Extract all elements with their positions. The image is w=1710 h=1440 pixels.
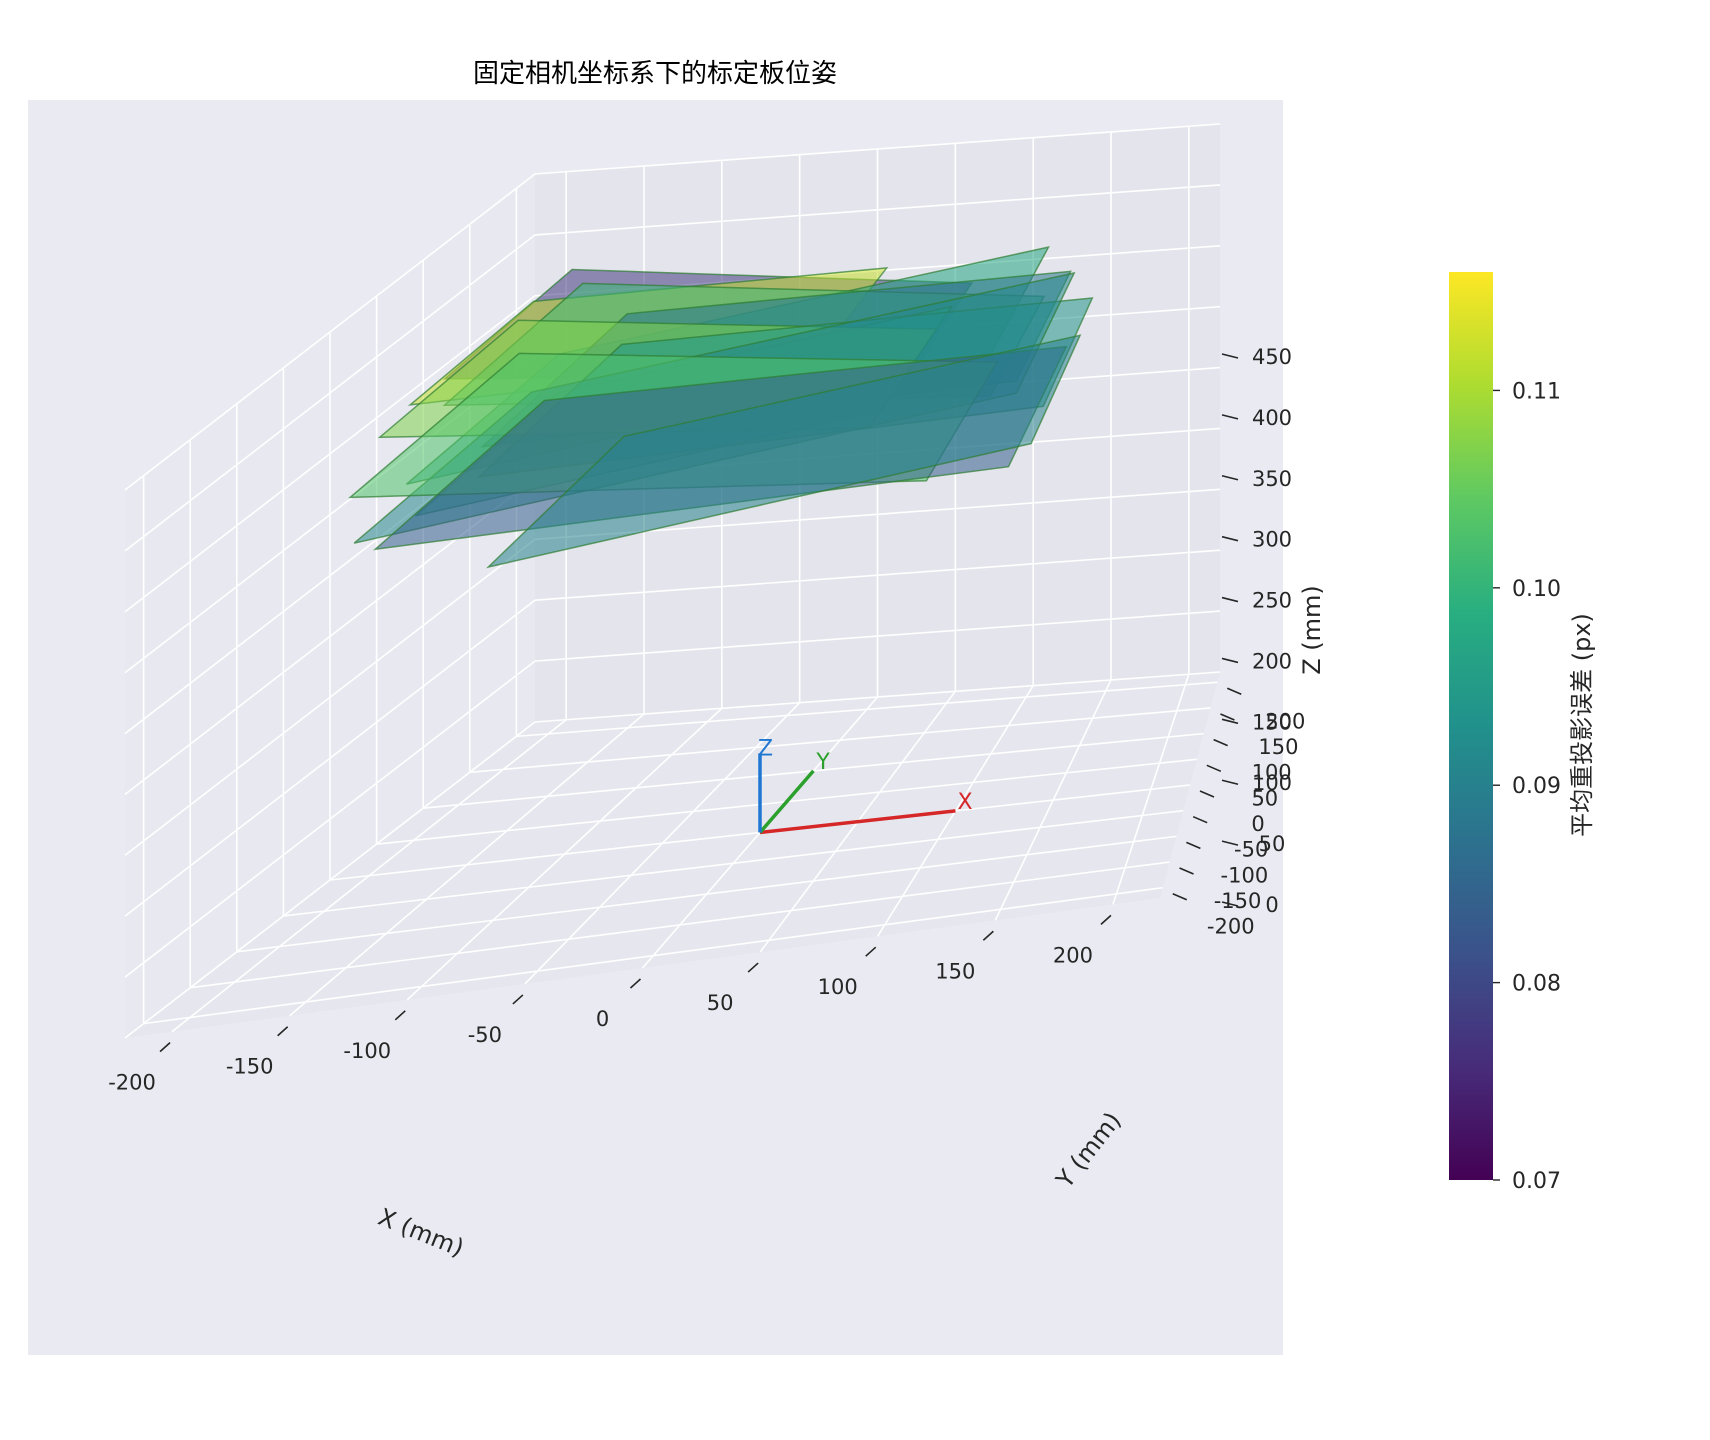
x-tick-mark [629, 978, 642, 989]
z-tick-mark [1221, 353, 1239, 359]
x-tick-mark [865, 946, 877, 957]
grid-line [516, 681, 1218, 738]
grid-line [124, 549, 1221, 917]
grid-line [124, 123, 1221, 491]
z-tick-label: 0 [1265, 893, 1278, 917]
x-tick-label: 50 [707, 991, 734, 1015]
z-tick-label: 100 [1252, 771, 1292, 795]
x-tick-label: 100 [818, 975, 858, 999]
grid-line [877, 685, 1034, 937]
camera-z-label: Z [758, 736, 773, 761]
colorbar-ticks: 0.07 0.08 0.09 0.10 0.11 [1493, 379, 1561, 1194]
camera-x-label: X [957, 790, 972, 815]
x-tick-label: -200 [108, 1071, 156, 1095]
x-tick-label: 0 [596, 1007, 609, 1031]
calibration-boards [347, 246, 1094, 569]
y-tick-label: 100 [1252, 761, 1292, 785]
z-tick-label: 150 [1252, 710, 1292, 734]
grid-line [124, 184, 1221, 552]
z-tick-label: 50 [1259, 832, 1286, 856]
camera-y-label: Y [815, 750, 830, 775]
y-tick-mark [1179, 867, 1194, 875]
x-tick-label: -50 [468, 1023, 502, 1047]
camera-y-axis [758, 769, 815, 834]
z-tick-label: 300 [1252, 528, 1292, 552]
colorbar-tick-label: 0.08 [1512, 972, 1561, 997]
camera-axes: X Y Z [758, 736, 973, 835]
z-tick-label: 400 [1252, 406, 1292, 430]
z-tick-label: 350 [1252, 467, 1292, 491]
grid-line [124, 610, 1221, 978]
z-tick-mark [1221, 718, 1239, 725]
y-tick-mark [1213, 738, 1228, 747]
x-tick-mark [982, 930, 994, 941]
y-tick-label: 200 [1265, 709, 1305, 733]
y-tick-label: 150 [1258, 735, 1298, 759]
z-tick-label: 250 [1252, 589, 1292, 613]
z-tick-mark [1221, 840, 1239, 846]
colorbar-tick-label: 0.11 [1512, 379, 1561, 404]
x-tick-mark [394, 1010, 406, 1021]
y-tick-label: -100 [1221, 863, 1269, 887]
colorbar [1449, 272, 1493, 1180]
x-tick-mark [277, 1026, 289, 1037]
axis-ticks: -200-150-100-50050100150200-200-150-100-… [108, 345, 1305, 1095]
z-tick-label: 200 [1252, 649, 1292, 673]
x-tick-label: 150 [935, 959, 975, 983]
y-tick-mark [1226, 687, 1242, 696]
z-axis-label: Z (mm) [1298, 585, 1326, 675]
x-tick-mark [512, 994, 524, 1005]
z-tick-mark [1221, 414, 1239, 420]
y-tick-label: -150 [1214, 889, 1262, 913]
z-tick-mark [1221, 596, 1239, 603]
grid-line [994, 679, 1112, 921]
y-tick-mark [1186, 841, 1201, 850]
grid-line [124, 671, 1221, 1039]
y-tick-mark [1192, 815, 1208, 824]
camera-x-axis [759, 809, 956, 835]
colorbar-tick-label: 0.10 [1512, 577, 1561, 602]
x-tick-mark [159, 1042, 171, 1053]
y-tick-label: 0 [1251, 812, 1264, 836]
y-tick-mark [1220, 713, 1235, 721]
y-tick-mark [1199, 790, 1215, 798]
grid-line [469, 707, 1211, 774]
z-tick-mark [1221, 535, 1239, 542]
colorbar-label: 平均重投影误差 (px) [1568, 613, 1596, 837]
x-tick-mark [747, 962, 759, 973]
z-tick-mark [1221, 657, 1239, 664]
z-tick-label: 450 [1252, 345, 1292, 369]
chart-title: 固定相机坐标系下的标定板位姿 [473, 59, 837, 89]
x-tick-mark [1100, 914, 1112, 925]
z-tick-mark [1221, 901, 1239, 907]
z-tick-mark [1221, 779, 1239, 785]
x-tick-label: 200 [1053, 943, 1093, 967]
y-tick-label: -200 [1207, 915, 1255, 939]
colorbar-tick-label: 0.09 [1512, 774, 1561, 799]
y-tick-label: -50 [1234, 838, 1268, 862]
calibration-board [485, 334, 1082, 569]
colorbar-tick-label: 0.07 [1512, 1169, 1561, 1194]
grid-line [423, 732, 1204, 809]
y-tick-label: 50 [1251, 786, 1278, 810]
x-tick-label: -150 [226, 1055, 274, 1079]
grid-line [1112, 674, 1190, 905]
z-tick-mark [1221, 475, 1239, 481]
x-tick-label: -100 [343, 1039, 391, 1063]
y-tick-mark [1206, 764, 1222, 773]
y-tick-mark [1172, 892, 1188, 901]
floor-pane [125, 672, 1220, 1038]
